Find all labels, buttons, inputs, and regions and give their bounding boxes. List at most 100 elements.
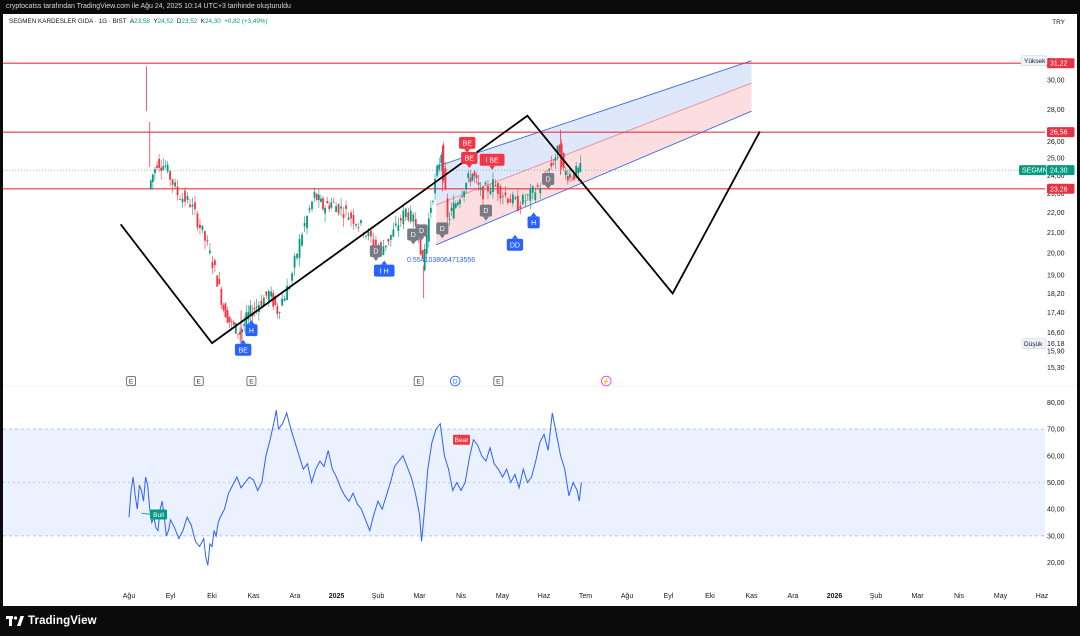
candle-body xyxy=(531,186,534,193)
candle-body xyxy=(569,173,571,178)
event-marker-1-bg xyxy=(193,376,204,386)
candle-body xyxy=(397,225,400,231)
signal-label-9-bg xyxy=(479,153,505,166)
signal-label-4: D xyxy=(411,232,416,239)
candle-body xyxy=(440,154,443,164)
signal-label-6-bg xyxy=(436,222,449,235)
candle-body xyxy=(160,167,163,171)
candle-body xyxy=(511,194,514,204)
price-tick-12: 17,40 xyxy=(1047,310,1065,317)
candle-body xyxy=(158,158,160,168)
time-tick-18: Şub xyxy=(870,593,883,600)
time-tick-16: Ara xyxy=(788,593,799,600)
candle-body xyxy=(497,183,499,194)
candle-body xyxy=(181,198,184,203)
candle-body xyxy=(222,304,225,310)
candle-body xyxy=(278,312,281,313)
change-value: +0,82 (+3,49%) xyxy=(224,18,268,25)
chart-panel[interactable]: SEGMEN KARDESLER GIDA · 1G · BIST A23,58… xyxy=(3,14,1077,606)
price-tick-4: 25,00 xyxy=(1047,156,1065,163)
candle-body xyxy=(156,165,158,168)
signal-label-10: D xyxy=(483,208,488,215)
rsi-signal-0: Bull xyxy=(153,512,164,519)
time-tick-7: Mar xyxy=(413,593,426,600)
candle-body xyxy=(286,285,289,301)
signal-label-13-bg xyxy=(542,172,555,185)
signal-label-1: H xyxy=(249,328,254,335)
candle-body xyxy=(347,217,350,220)
signal-label-5-bg xyxy=(415,224,428,237)
price-tick-6: 23,00 xyxy=(1047,191,1065,198)
signal-label-11: DD xyxy=(510,242,520,249)
candle-body xyxy=(484,182,487,185)
candle-body xyxy=(352,215,355,224)
candle-body xyxy=(502,196,504,197)
candle-body xyxy=(467,173,470,178)
event-marker-2: E xyxy=(249,379,254,386)
candle-body xyxy=(320,198,322,202)
candle-body xyxy=(394,223,397,226)
close-value: 24,30 xyxy=(204,18,221,25)
price-tick-9: 20,00 xyxy=(1047,251,1065,258)
candle-body xyxy=(255,306,258,308)
candle-body xyxy=(293,256,296,268)
candle-body xyxy=(479,188,482,191)
footer-bar: TradingView xyxy=(0,606,1080,636)
candle-body xyxy=(315,193,318,200)
tradingview-logo[interactable]: TradingView xyxy=(6,613,97,629)
candle-body xyxy=(487,185,489,192)
level-tag-1-bg xyxy=(1047,127,1075,138)
time-tick-21: May xyxy=(994,593,1008,600)
channel-lower-line xyxy=(435,110,752,246)
candle-body xyxy=(554,157,557,161)
candle-body xyxy=(204,231,206,241)
candle-body xyxy=(446,198,449,218)
price-tick-15: 15,30 xyxy=(1047,365,1065,372)
signal-arrow-13 xyxy=(545,184,552,189)
channel-upper-fill xyxy=(436,60,752,205)
time-tick-11: Tem xyxy=(579,593,592,600)
time-tick-6: Şub xyxy=(372,593,385,600)
candle-body xyxy=(438,164,441,170)
signal-label-2-bg xyxy=(369,245,383,258)
candle-body xyxy=(389,234,392,240)
candle-body xyxy=(526,194,529,196)
candle-body xyxy=(274,295,277,305)
candle-body xyxy=(454,203,457,208)
time-tick-15: Kas xyxy=(745,593,758,600)
candle-body xyxy=(154,169,156,174)
candle-body xyxy=(281,298,284,306)
channel-lower-fill xyxy=(436,83,752,245)
candle-body xyxy=(548,168,551,171)
time-tick-19: Mar xyxy=(911,593,924,600)
candle-body xyxy=(169,171,171,180)
candle-body xyxy=(179,199,181,200)
candle-body xyxy=(196,213,199,228)
candle-body xyxy=(509,198,512,203)
candle-body xyxy=(232,321,235,325)
time-tick-9: May xyxy=(496,593,510,600)
rsi-tick-5: 30,00 xyxy=(1047,533,1065,540)
event-marker-1: E xyxy=(197,379,202,386)
time-tick-17: 2026 xyxy=(827,593,843,600)
event-marker-6-bg xyxy=(601,375,612,387)
candle-body xyxy=(174,182,176,187)
candle-body xyxy=(345,205,347,209)
candle-body xyxy=(492,179,494,192)
candle-body xyxy=(226,310,229,323)
event-marker-4: D xyxy=(453,379,458,386)
signal-arrow-5 xyxy=(418,236,425,241)
candle-body xyxy=(335,206,337,213)
candle-body xyxy=(326,201,329,204)
candle-body xyxy=(423,249,426,271)
low-tag: Düşük xyxy=(1024,341,1043,348)
candle-body xyxy=(337,204,340,214)
price-tick-7: 22,00 xyxy=(1047,210,1065,217)
candle-body xyxy=(412,214,415,222)
price-tick-3: 26,00 xyxy=(1047,139,1065,146)
candle-body xyxy=(328,205,331,210)
candle-body xyxy=(514,197,517,199)
signal-label-11-bg xyxy=(506,238,524,251)
top-caption: cryptocatss tarafından TradingView.com i… xyxy=(0,0,1080,14)
